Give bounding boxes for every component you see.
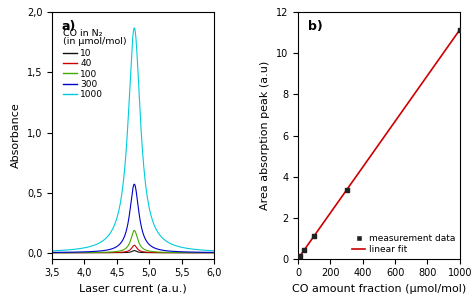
Point: [310, 233, 318, 238]
Legend: measurement data, linear fit: measurement data, linear fit: [352, 234, 455, 254]
Point: [343, 188, 350, 193]
Text: b): b): [308, 20, 322, 33]
X-axis label: Laser current (a.u.): Laser current (a.u.): [79, 284, 187, 294]
Point: [301, 247, 308, 252]
Point: [456, 27, 464, 32]
Legend: 10, 40, 100, 300, 1000: 10, 40, 100, 300, 1000: [63, 49, 103, 99]
Y-axis label: Area absorption peak (a.u): Area absorption peak (a.u): [260, 61, 270, 210]
Text: (in μmol/mol): (in μmol/mol): [63, 37, 126, 46]
Point: [296, 254, 303, 259]
X-axis label: CO amount fraction (μmol/mol): CO amount fraction (μmol/mol): [292, 284, 466, 294]
Text: a): a): [62, 20, 76, 33]
Text: CO in N₂: CO in N₂: [63, 29, 102, 38]
Y-axis label: Absorbance: Absorbance: [11, 103, 21, 168]
